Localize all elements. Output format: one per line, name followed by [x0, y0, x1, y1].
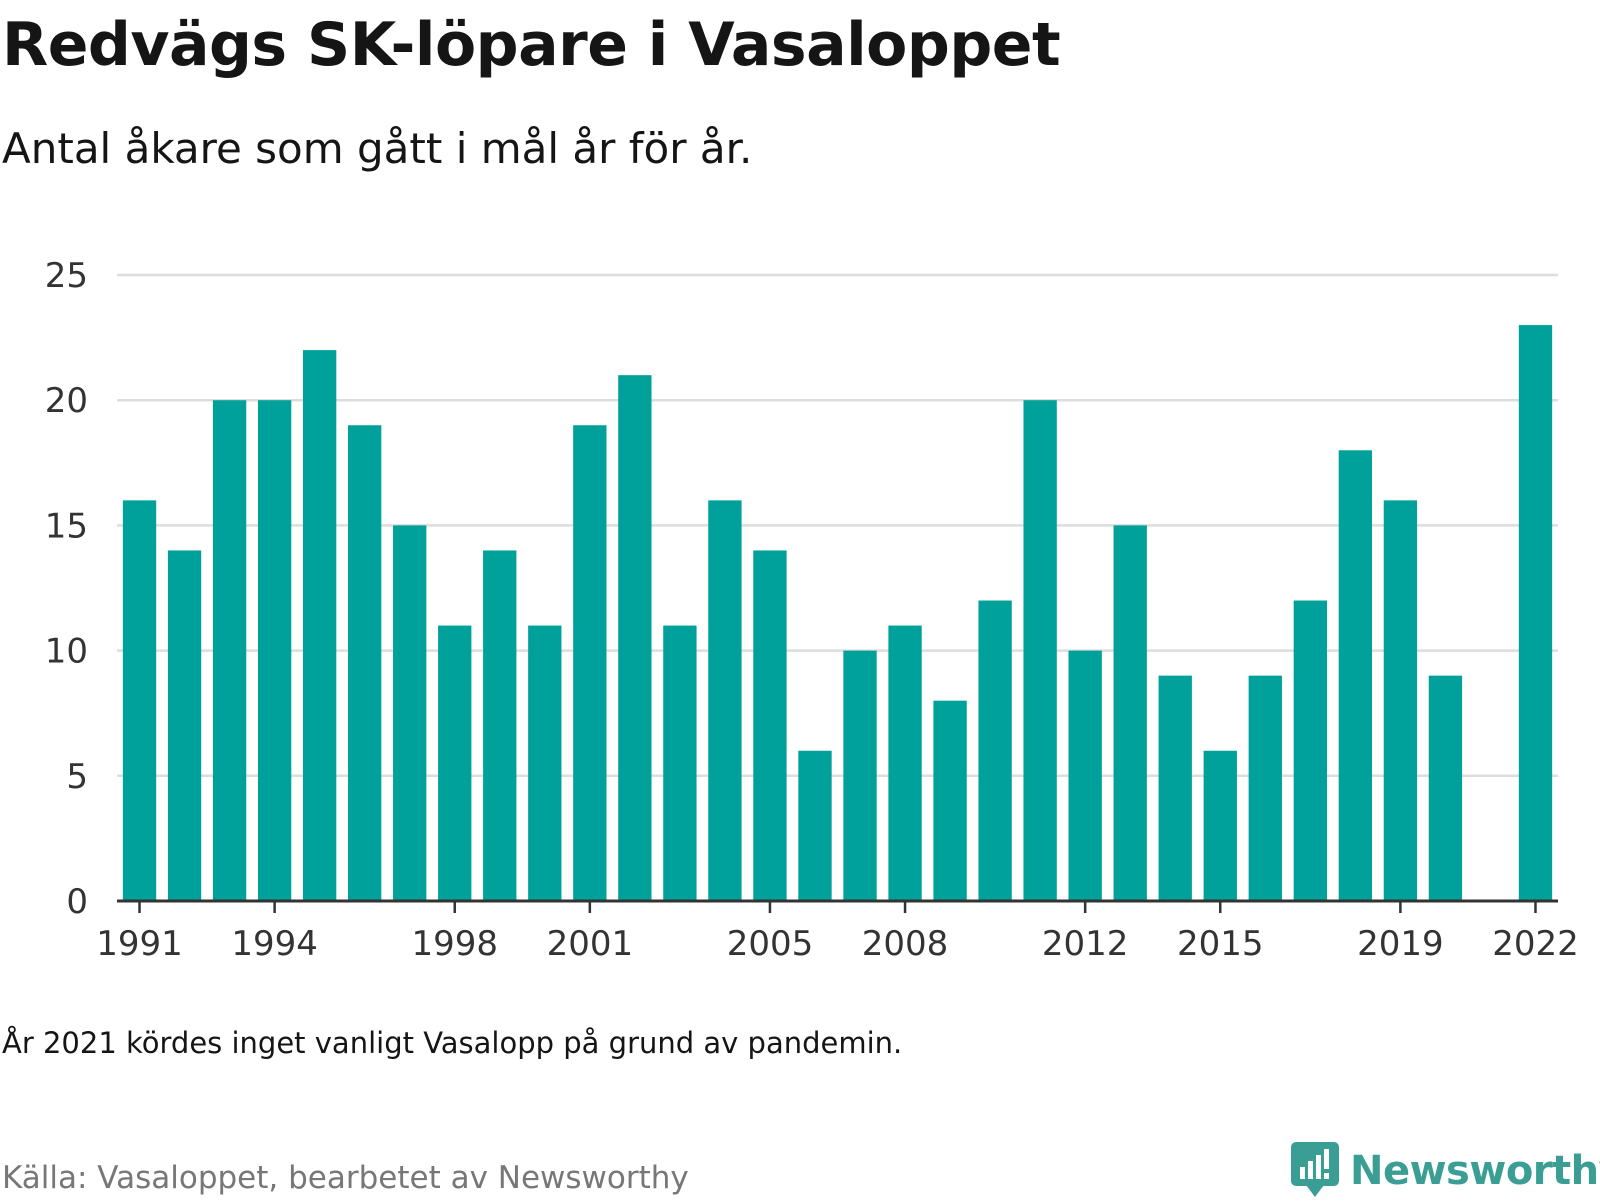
x-tick-label: 2008 [862, 924, 949, 964]
y-tick-label: 5 [66, 757, 88, 797]
bar-1991 [122, 500, 157, 901]
bar-2014 [1158, 675, 1192, 901]
bar-2012 [1068, 650, 1102, 901]
bar-2015 [1203, 750, 1237, 901]
x-tick-label: 2012 [1042, 924, 1129, 964]
x-tick-label: 2005 [727, 924, 814, 964]
bar-2000 [528, 625, 562, 901]
bar-2022 [1518, 325, 1553, 902]
bar-1992 [167, 550, 202, 901]
newsworthy-logo-icon [1291, 1142, 1339, 1197]
bar-2020 [1428, 675, 1463, 901]
bar-2019 [1383, 500, 1418, 901]
chart-subtitle: Antal åkare som gått i mål år för år. [2, 124, 753, 173]
bar-2006 [798, 750, 832, 901]
bar-2010 [978, 600, 1012, 901]
bar-2008 [888, 625, 922, 901]
chart-title: Redvägs SK-löpare i Vasaloppet [2, 10, 1061, 80]
brand-logo: Newsworthy [1290, 1141, 1600, 1201]
brand-name: Newsworthy [1350, 1148, 1600, 1194]
x-tick-label: 2015 [1177, 924, 1264, 964]
bar-2011 [1023, 400, 1057, 901]
bar-chart: 0 5 10 15 20 25 1991 1994 1998 2001 2005 2008 2012 20… [45, 256, 1579, 964]
bar-1995 [302, 350, 337, 901]
y-tick-label: 15 [45, 506, 88, 546]
x-tick-label: 2001 [547, 924, 634, 964]
x-tick-label: 1994 [231, 924, 318, 964]
bar-2018 [1338, 450, 1373, 901]
bar-2005 [753, 550, 787, 901]
bar-1996 [348, 425, 382, 901]
y-tick-label: 20 [45, 381, 88, 421]
bar-1999 [483, 550, 517, 901]
bar-2004 [708, 500, 742, 901]
bar-2013 [1113, 525, 1147, 901]
bar-2017 [1293, 600, 1327, 901]
bar-2002 [618, 375, 652, 901]
bar-2003 [663, 625, 697, 901]
x-tick-label: 2022 [1492, 924, 1579, 964]
bar-2016 [1248, 675, 1282, 901]
bar-1997 [393, 525, 427, 901]
bar-1998 [438, 625, 472, 901]
x-tick-label: 1998 [411, 924, 498, 964]
source-text: Källa: Vasaloppet, bearbetet av Newswort… [2, 1160, 689, 1196]
bar-2001 [573, 425, 607, 901]
bar-2007 [843, 650, 877, 901]
bar-1994 [257, 400, 292, 901]
bar-1993 [212, 400, 247, 901]
x-tick-label: 1991 [96, 924, 183, 964]
y-tick-label: 0 [66, 882, 88, 922]
chart-note: År 2021 kördes inget vanligt Vasalopp på… [2, 1026, 903, 1060]
x-tick-label: 2019 [1357, 924, 1444, 964]
y-tick-label: 10 [45, 632, 88, 672]
y-tick-label: 25 [45, 256, 88, 296]
bar-2009 [933, 700, 967, 901]
